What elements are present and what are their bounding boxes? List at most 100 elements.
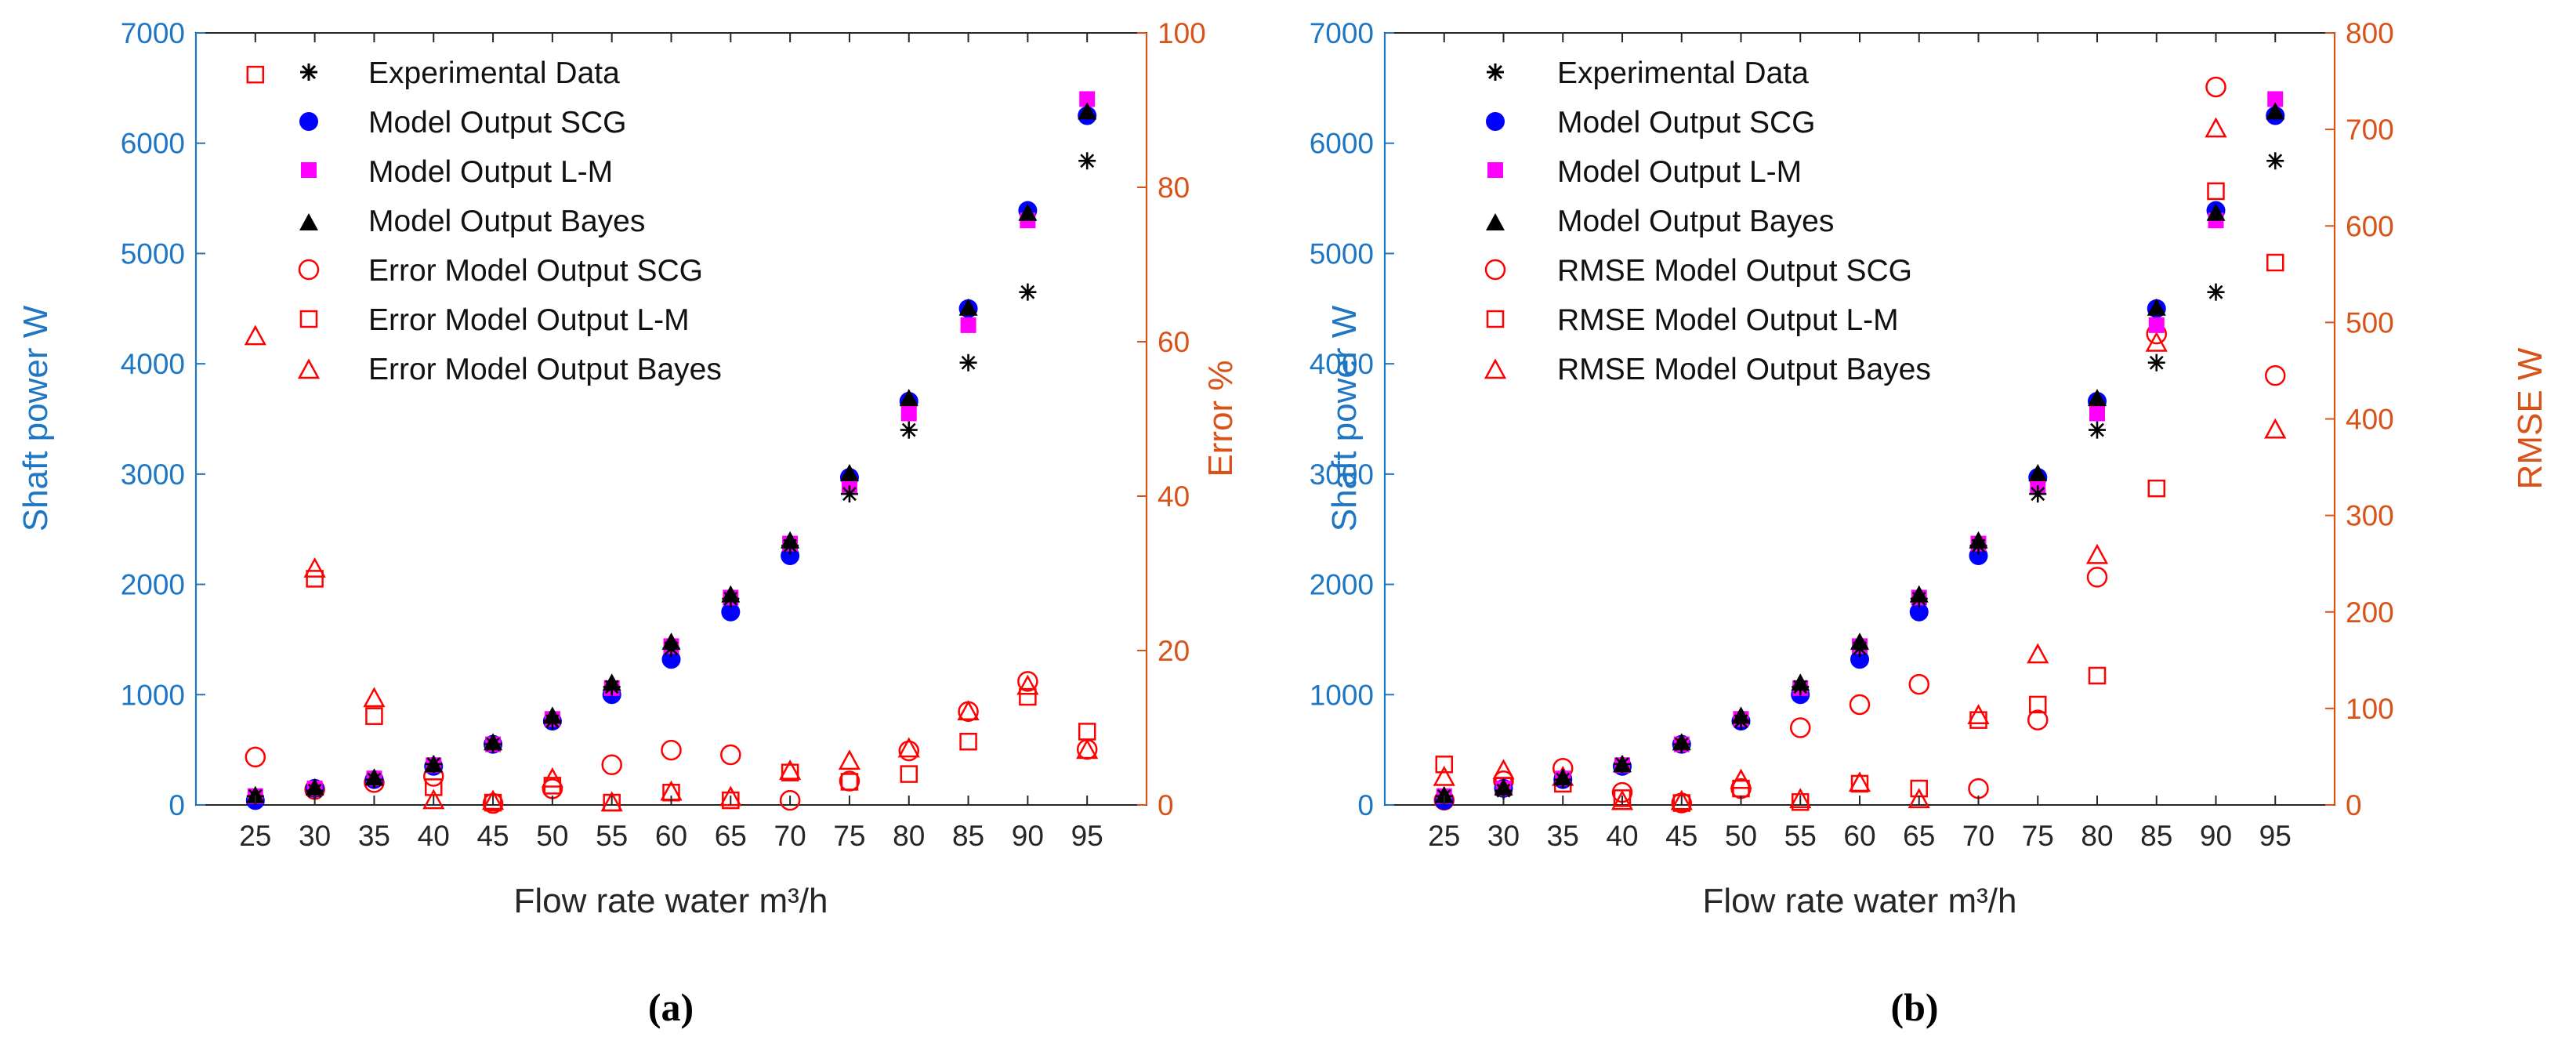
data-point — [960, 317, 976, 333]
data-point — [898, 740, 919, 762]
data-point — [1672, 735, 1690, 753]
data-point — [1492, 759, 1515, 780]
x-tick-label: 55 — [596, 820, 628, 852]
y-right-tick-label: 500 — [2346, 306, 2394, 339]
data-point — [661, 650, 681, 669]
panel-caption: (b) — [1890, 985, 1938, 1029]
data-point — [422, 788, 445, 810]
series-experimental-data — [1435, 152, 2284, 805]
y-right-tick-label: 100 — [1158, 17, 1206, 49]
data-point — [1019, 687, 1037, 706]
y-right-axis-label: RMSE W — [2511, 347, 2549, 489]
legend-marker-bayes — [1486, 213, 1505, 230]
data-point — [720, 744, 741, 766]
data-point — [2147, 298, 2166, 316]
data-point — [2264, 418, 2287, 439]
data-point — [2089, 421, 2106, 439]
data-point — [1078, 102, 1097, 120]
legend-label: Model Output L-M — [1557, 155, 1802, 189]
data-point — [601, 754, 622, 776]
x-tick-label: 95 — [2259, 820, 2292, 852]
ticks-group: 25 30 35 40 45 50 55 60 65 70 75 80 85 90 950100020003… — [1310, 17, 2394, 852]
y-right-tick-label: 0 — [1158, 789, 1174, 821]
x-tick-label: 90 — [2200, 820, 2232, 852]
x-tick-label: 45 — [1665, 820, 1697, 852]
data-point — [1078, 152, 1096, 170]
x-tick-label: 95 — [1071, 820, 1103, 852]
data-point — [2029, 485, 2047, 503]
y-right-tick-label: 20 — [1158, 635, 1190, 667]
data-point — [1670, 789, 1693, 810]
legend-marker-error-bayes — [297, 358, 321, 379]
x-tick-label: 40 — [1606, 820, 1638, 852]
y-left-tick-label: 7000 — [1310, 17, 1374, 49]
data-point — [543, 712, 561, 730]
data-point — [2028, 463, 2048, 481]
data-point — [839, 463, 859, 481]
y-right-tick-label: 600 — [2346, 210, 2394, 242]
y-right-tick-label: 100 — [2346, 693, 2394, 725]
x-tick-label: 50 — [1725, 820, 1757, 852]
x-tick-label: 35 — [1547, 820, 1579, 852]
marks-group — [244, 65, 1099, 814]
y-left-tick-label: 1000 — [121, 679, 185, 711]
data-point — [722, 589, 740, 607]
data-point — [2205, 76, 2226, 98]
legend-label: Model Output SCG — [1557, 106, 1815, 140]
data-point — [958, 701, 979, 723]
x-tick-label: 85 — [952, 820, 984, 852]
data-point — [306, 570, 324, 588]
data-point — [365, 707, 383, 725]
legend-marker-rmse-scg — [1484, 259, 1506, 281]
data-point — [1018, 203, 1038, 221]
data-point — [897, 737, 920, 758]
data-point — [2088, 389, 2107, 407]
data-point — [2027, 709, 2049, 730]
data-point — [481, 789, 505, 810]
data-point — [1610, 789, 1634, 810]
legend-marker-error-scg — [298, 259, 320, 281]
data-point — [1908, 673, 1929, 695]
x-tick-label: 35 — [358, 820, 390, 852]
legend-marker-bayes — [299, 213, 318, 230]
data-point — [1016, 674, 1039, 695]
data-point — [2027, 643, 2049, 664]
data-point — [2147, 479, 2165, 498]
legend-label: Model Output L-M — [368, 155, 613, 189]
data-point — [840, 485, 858, 503]
x-tick-label: 45 — [476, 820, 509, 852]
data-point — [899, 389, 918, 407]
data-point — [2266, 102, 2285, 120]
data-point — [2148, 317, 2165, 333]
series-model-output-l-m — [247, 91, 1096, 804]
data-point — [1019, 283, 1037, 301]
legend-marker-scg — [299, 112, 318, 131]
data-point — [1732, 712, 1750, 730]
legend-marker-experimental — [1487, 63, 1504, 81]
data-point — [2029, 695, 2047, 714]
data-point — [661, 739, 682, 761]
data-point — [306, 781, 324, 799]
data-point — [1790, 717, 1811, 738]
data-point — [2205, 117, 2227, 138]
data-point — [1076, 738, 1098, 760]
data-point — [1969, 537, 1987, 555]
x-tick-label: 75 — [833, 820, 865, 852]
legend-label: Model Output Bayes — [1557, 205, 1834, 238]
legend-label: Experimental Data — [368, 56, 620, 90]
series-error-model-output-scg — [245, 671, 1098, 814]
x-tick-label: 65 — [715, 820, 747, 852]
data-point — [900, 765, 918, 783]
y-left-tick-label: 6000 — [121, 128, 185, 160]
data-point — [1017, 671, 1038, 692]
panel-caption: (a) — [648, 985, 694, 1029]
ticks-group: 25 30 35 40 45 50 55 60 65 70 75 80 85 90 950100020003… — [121, 17, 1206, 852]
legend-label: RMSE Model Output L-M — [1557, 303, 1899, 337]
data-point — [1850, 650, 1869, 669]
data-point — [779, 759, 802, 780]
data-point — [484, 793, 502, 812]
data-point — [779, 789, 801, 811]
data-point — [1910, 589, 1928, 607]
y-right-tick-label: 40 — [1158, 480, 1190, 513]
data-point — [781, 763, 799, 781]
